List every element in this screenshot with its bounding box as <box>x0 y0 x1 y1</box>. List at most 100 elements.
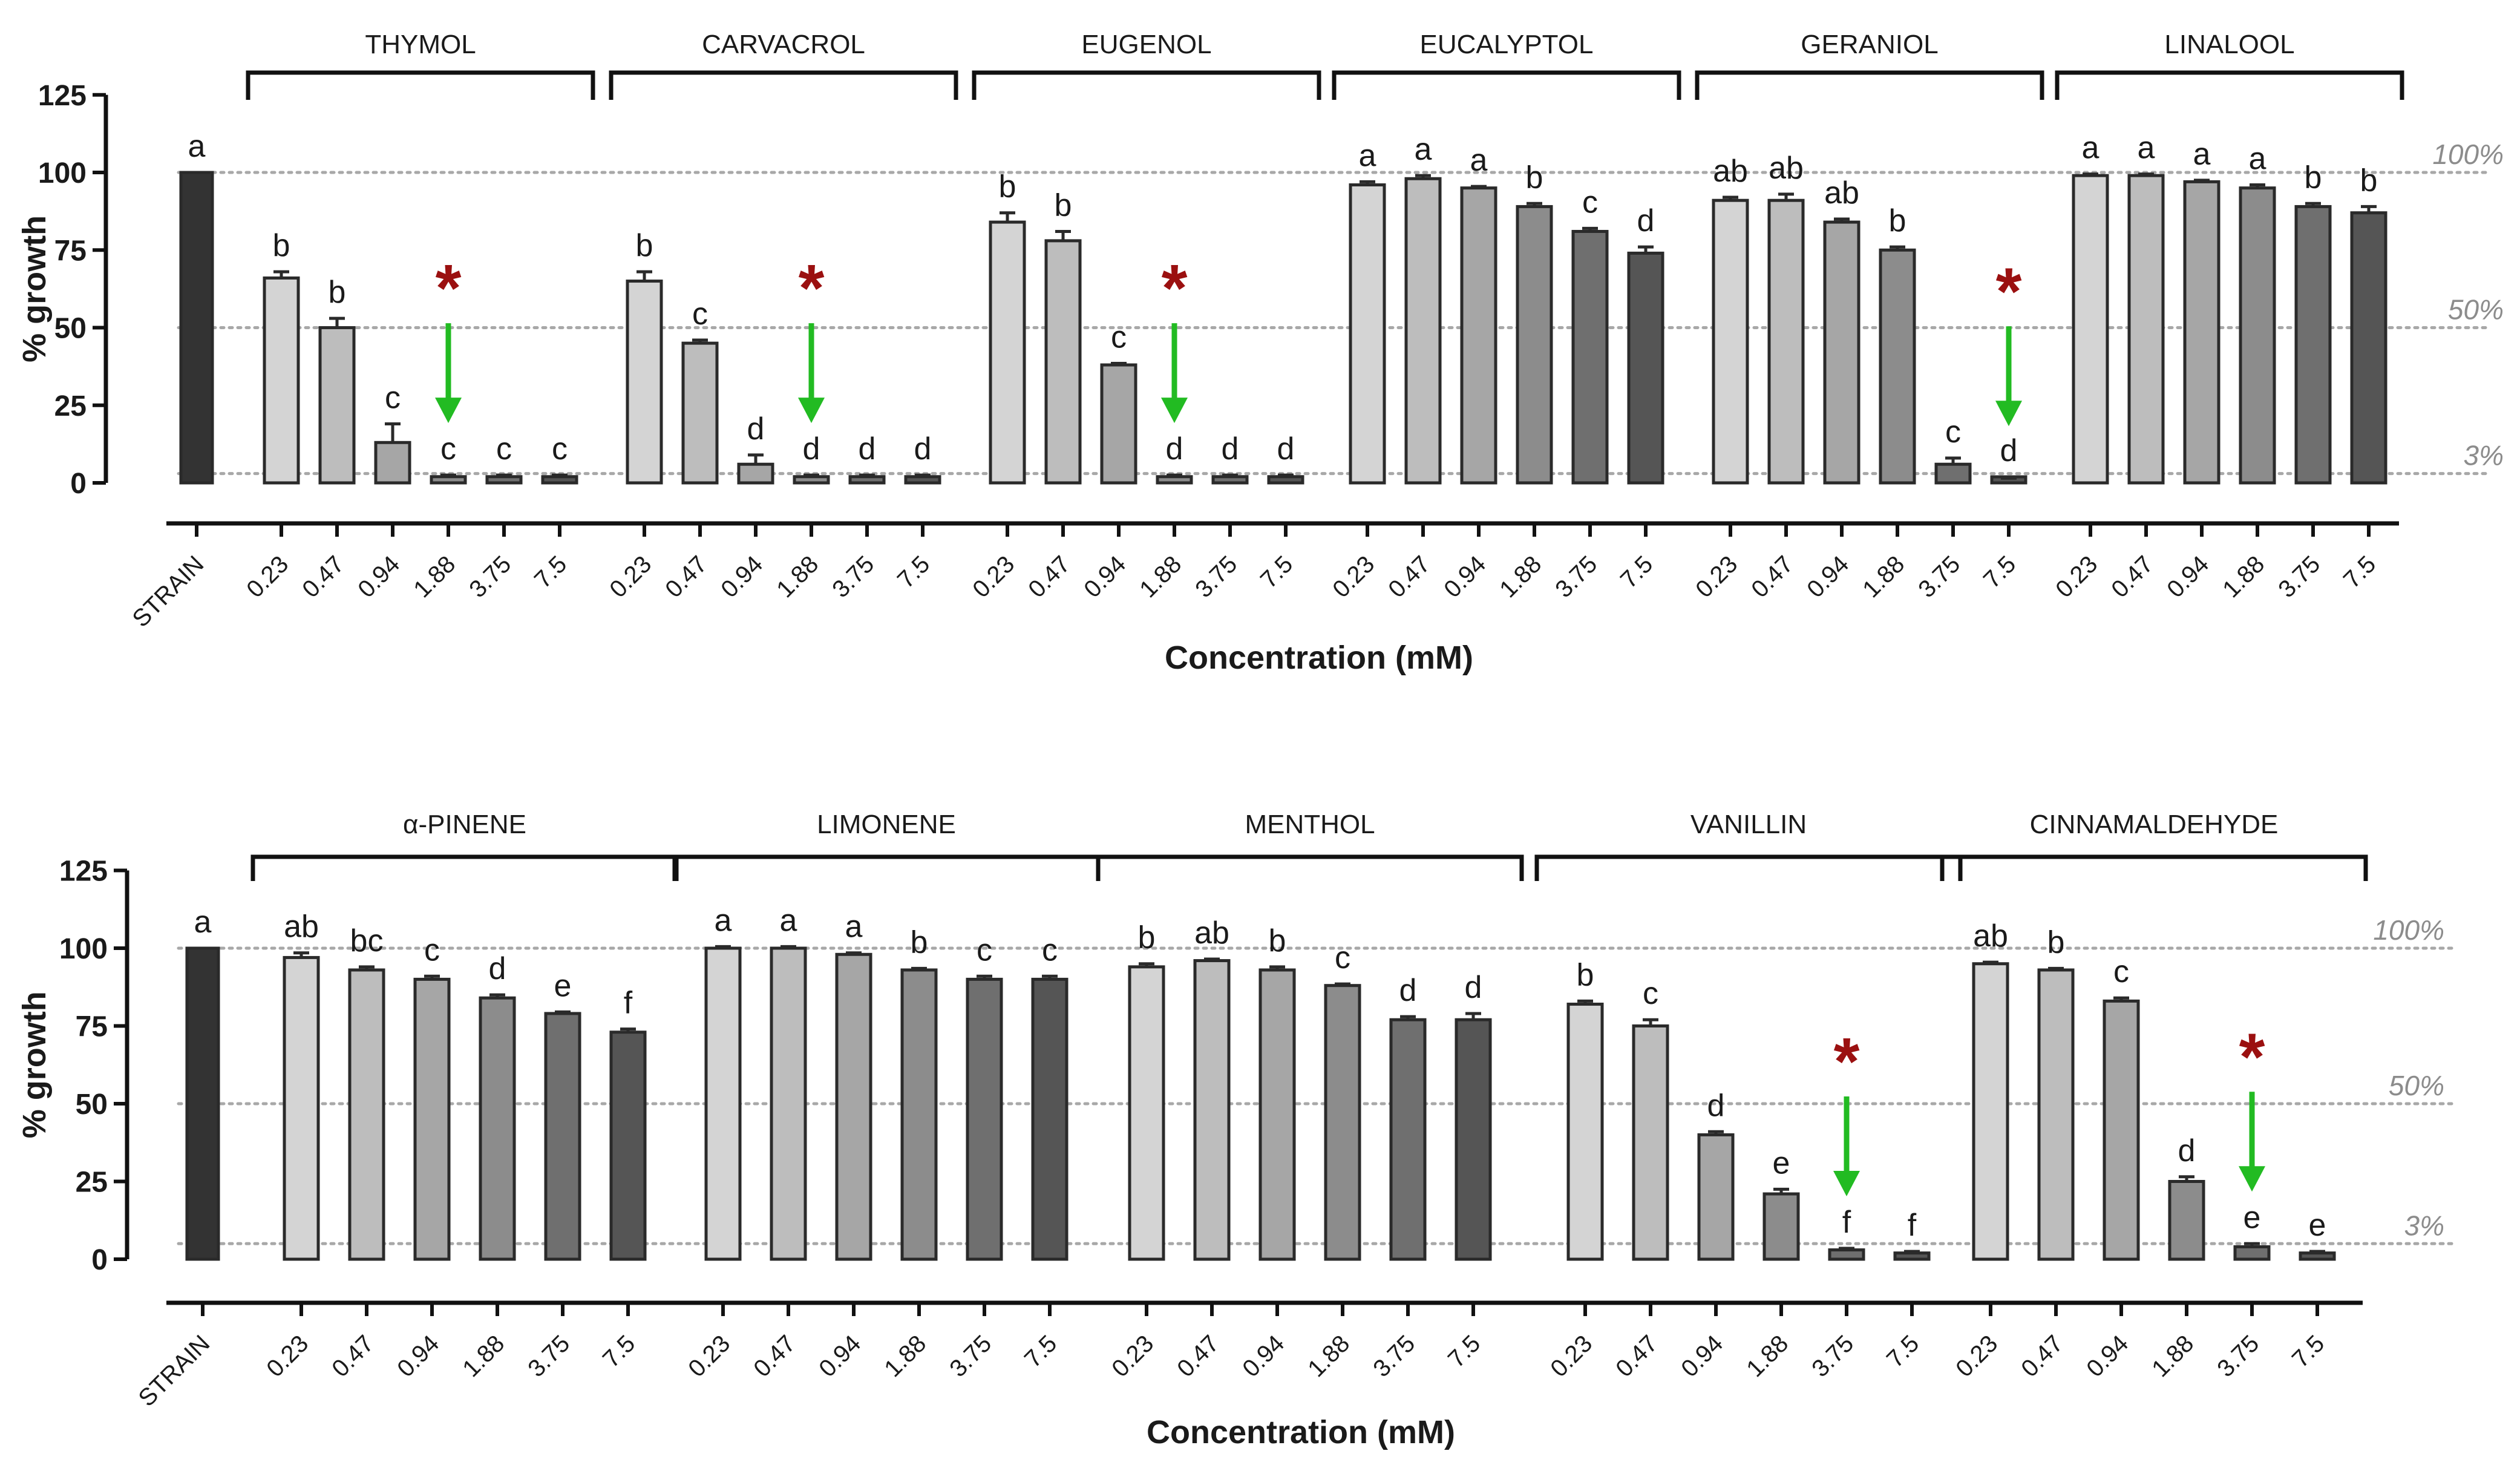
significance-letter: d <box>1222 431 1239 467</box>
significance-letter: a <box>715 903 732 938</box>
group-label: THYMOL <box>365 30 476 59</box>
significance-letter: b <box>1577 957 1594 992</box>
x-tick-label: 0.47 <box>1383 551 1435 603</box>
bar <box>1455 1018 1492 1261</box>
bar <box>1044 239 1082 485</box>
group-bracket <box>609 70 958 100</box>
significance-letter: c <box>440 431 456 467</box>
asterisk-marker: * <box>436 251 462 326</box>
bar <box>1100 363 1137 485</box>
significance-letter: ab <box>1973 919 2008 954</box>
x-tick-label: 1.88 <box>2147 1330 2199 1382</box>
x-axis-title: Concentration (mM) <box>1165 640 1473 676</box>
x-tick-label: 0.23 <box>2050 551 2103 603</box>
x-tick-label: 3.75 <box>523 1330 575 1382</box>
y-tick-label: 0 <box>91 1244 108 1276</box>
significance-letter: d <box>747 411 765 447</box>
bar <box>704 946 742 1261</box>
bar <box>430 475 467 485</box>
y-axis-title: % growth <box>16 215 53 362</box>
group-label: MENTHOL <box>1245 810 1375 839</box>
x-tick-label: 0.23 <box>683 1330 735 1382</box>
asterisk-marker: * <box>1996 254 2022 329</box>
x-tick-label: 0.23 <box>1951 1330 2003 1382</box>
y-tick-label: 125 <box>59 856 108 888</box>
reference-line-label: 50% <box>2389 1070 2444 1101</box>
x-tick-label: 0.47 <box>297 551 349 603</box>
x-tick-label: 0.47 <box>748 1330 800 1382</box>
x-tick-label: 0.47 <box>660 551 712 603</box>
bar <box>479 996 516 1261</box>
bar <box>1767 198 1805 485</box>
y-tick-label: 0 <box>70 468 87 500</box>
group-label: α-PINENE <box>403 810 526 839</box>
x-tick-label: 3.75 <box>1190 551 1242 603</box>
asterisk-marker: * <box>1834 1024 1860 1099</box>
bar <box>318 326 356 485</box>
bar <box>179 171 214 485</box>
x-tick-label: 7.5 <box>1019 1330 1062 1372</box>
group-label: LIMONENE <box>817 810 956 839</box>
group-label: CARVACROL <box>702 30 865 59</box>
significance-letter: a <box>2082 131 2099 166</box>
significance-letter: c <box>496 431 512 467</box>
bar <box>966 977 1003 1261</box>
y-tick-label: 100 <box>59 933 108 965</box>
significance-letter: d <box>1465 970 1482 1005</box>
significance-letter: b <box>911 925 928 960</box>
arrow-head <box>2239 1166 2265 1192</box>
bar <box>1031 977 1069 1261</box>
significance-letter: e <box>2243 1200 2261 1235</box>
x-tick-label: 7.5 <box>2338 551 2381 593</box>
group-bracket <box>972 70 1321 100</box>
group-bracket <box>2055 70 2404 100</box>
significance-letter: a <box>2249 142 2266 177</box>
panel-bottom: 100% 50% 3% 0 25 50 75 100 125 % growth Concentrat… <box>16 810 2455 1450</box>
group-bracket <box>1940 854 2368 881</box>
significance-letter: ab <box>284 909 319 945</box>
significance-letter: a <box>194 905 212 940</box>
x-tick-label: 7.5 <box>1615 551 1658 593</box>
bar <box>2103 999 2140 1261</box>
x-tick-label: 0.47 <box>327 1330 379 1382</box>
significance-letter: f <box>1908 1208 1917 1243</box>
arrow-head <box>1833 1171 1860 1197</box>
bar <box>609 1030 647 1261</box>
group-bracket <box>1096 854 1524 881</box>
bar <box>2183 180 2221 485</box>
bar <box>2072 174 2109 485</box>
reference-line-label: 50% <box>2448 294 2504 326</box>
y-tick-label: 75 <box>54 235 87 267</box>
significance-letter: f <box>624 986 633 1021</box>
bar <box>835 952 872 1261</box>
group-label: GERANIOL <box>1801 30 1938 59</box>
significance-letter: a <box>2193 137 2211 172</box>
significance-letter: a <box>780 903 797 938</box>
significance-letter: ab <box>1194 916 1229 951</box>
bar <box>541 475 578 485</box>
x-tick-label: 3.75 <box>1368 1330 1420 1382</box>
significance-letter: c <box>1335 940 1350 975</box>
x-tick-label: 1.88 <box>457 1330 509 1382</box>
x-tick-label: 3.75 <box>1550 551 1602 603</box>
bar <box>1516 205 1553 485</box>
bar <box>1712 198 1749 485</box>
x-tick-label: 0.94 <box>1079 551 1131 603</box>
y-tick-label: 75 <box>76 1011 108 1043</box>
significance-letter: b <box>1889 203 1906 238</box>
x-tick-label: 0.47 <box>2016 1330 2068 1382</box>
significance-letter: d <box>2178 1133 2196 1168</box>
arrow-head <box>1161 398 1188 424</box>
significance-letter: ab <box>1713 154 1748 189</box>
x-tick-label: 0.94 <box>353 551 405 603</box>
significance-letter: b <box>1269 923 1286 958</box>
group-label: LINALOOL <box>2164 30 2294 59</box>
bar <box>848 475 886 485</box>
arrow-head <box>1995 401 2022 427</box>
x-tick-label: 0.47 <box>1611 1330 1663 1382</box>
significance-letter: c <box>1582 185 1598 220</box>
bar <box>374 441 411 485</box>
significance-letter: c <box>2113 954 2129 989</box>
significance-letter: b <box>636 228 653 263</box>
bar <box>1879 248 1916 485</box>
